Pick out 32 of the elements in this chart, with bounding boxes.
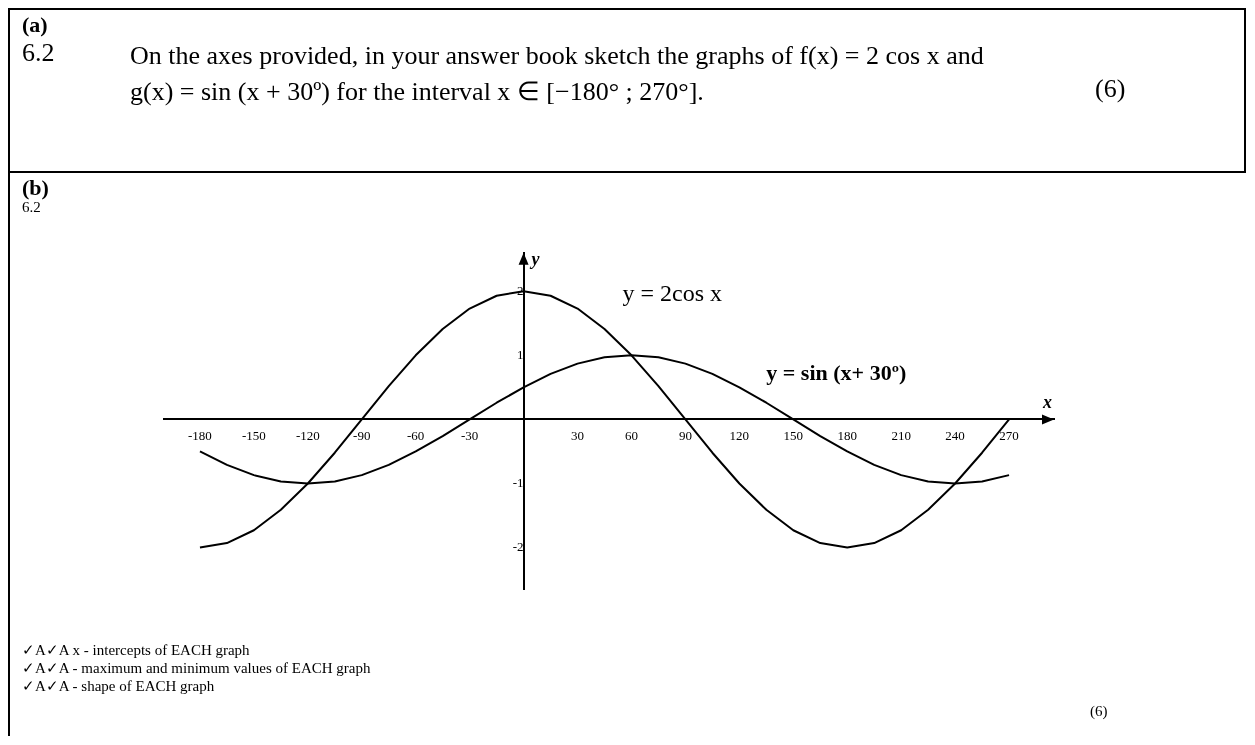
text: (a) <box>22 12 48 38</box>
x-tick-label: 90 <box>678 427 692 443</box>
x-tick-label: 180 <box>837 427 857 443</box>
y-tick-label: -2 <box>512 538 524 554</box>
x-tick-label: -90 <box>353 427 371 443</box>
x-tick-label: 270 <box>999 427 1019 443</box>
text: ✓A✓A x - intercepts of EACH graph <box>22 641 251 659</box>
x-tick-label: -60 <box>407 427 425 443</box>
x-tick-label: -120 <box>295 427 320 443</box>
x-tick-label: -30 <box>460 427 479 443</box>
text: ✓A✓A - shape of EACH graph <box>22 677 216 695</box>
y-axis-title: y <box>529 249 541 270</box>
text: 6.2 <box>22 38 55 68</box>
series-label: y = sin (x+ 30º) <box>766 360 907 386</box>
text: (6) <box>1095 74 1126 104</box>
x-tick-label: 150 <box>783 427 804 443</box>
x-tick-label: 210 <box>891 427 911 443</box>
text: On the axes provided, in your answer book sketch the graphs of f(x) = 2 cos x and g(x) = sin (x + 30º) for the interval x ∈ [−180° ; 270°]. <box>130 40 985 108</box>
y-tick-label: -1 <box>512 474 524 490</box>
x-tick-label: 60 <box>624 427 638 443</box>
text: (b) <box>22 175 49 201</box>
x-tick-label: -180 <box>188 427 212 443</box>
x-tick-label: 30 <box>571 427 585 443</box>
x-tick-label: -150 <box>241 427 266 443</box>
series-label: y = 2cos x <box>622 279 723 306</box>
text: (6) <box>1090 703 1108 720</box>
text: ✓A✓A - maximum and minimum values of EACH graph <box>22 659 371 677</box>
text: 6.2 <box>22 199 41 216</box>
x-tick-label: 120 <box>729 427 750 443</box>
x-tick-label: 240 <box>945 427 965 443</box>
y-tick-label: 1 <box>517 346 524 362</box>
x-axis-title: x <box>1042 392 1052 413</box>
